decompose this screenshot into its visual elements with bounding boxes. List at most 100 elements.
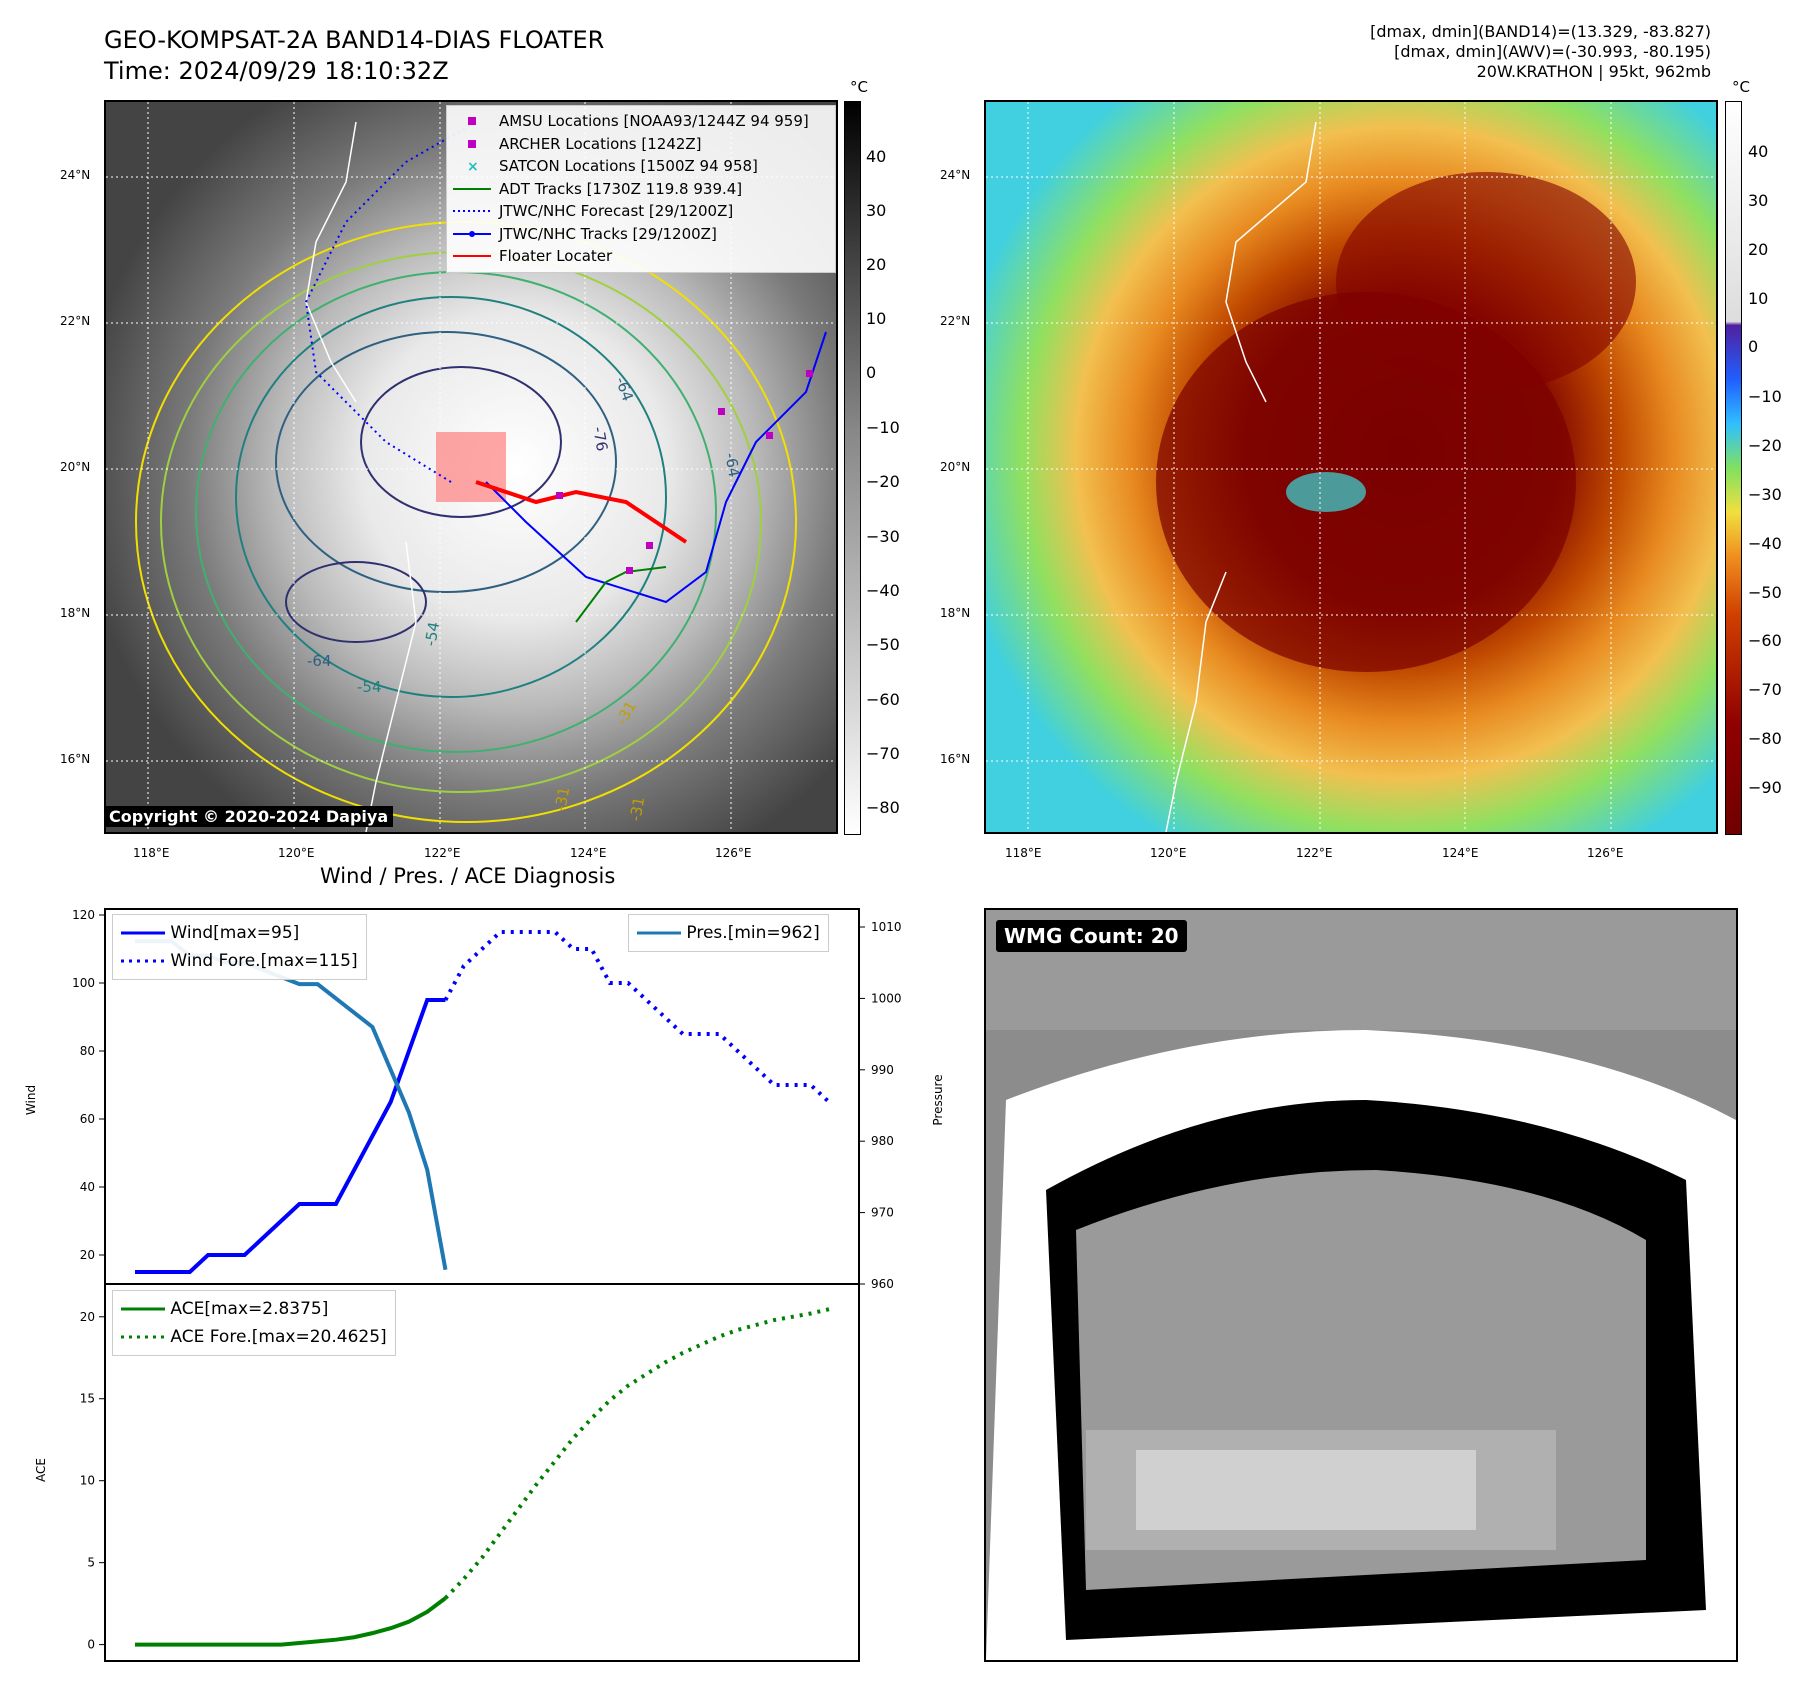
legend-ace-fore: ACE Fore.[max=20.4625]: [121, 1323, 387, 1351]
wind-legend: Wind[max=95] Wind Fore.[max=115]: [112, 914, 367, 980]
pres-990-label: 990: [871, 1063, 894, 1077]
lat-label-20-right: 20°N: [940, 460, 971, 474]
cbl-tick-40: 40: [866, 147, 887, 166]
lat-label-20-left: 20°N: [60, 460, 91, 474]
cbl-tick-m20: −20: [866, 472, 900, 491]
page-title: GEO-KOMPSAT-2A BAND14-DIAS FLOATER: [104, 26, 605, 54]
contour-blue: [275, 331, 617, 593]
lon-label-122-left: 122°E: [424, 846, 461, 860]
legend-tracks-swatch: [453, 227, 491, 241]
wind-axis: 120 100 80 60 40 20: [72, 908, 105, 1262]
legend-tracks: JTWC/NHC Tracks [29/1200Z]: [453, 223, 829, 246]
legend-archer: ARCHER Locations [1242Z]: [453, 133, 829, 156]
lat-label-24-left: 24°N: [60, 168, 91, 182]
color-ir-map-svg: [986, 102, 1716, 832]
pres-ylabel: Pressure: [931, 1074, 945, 1125]
wind-100-label: 100: [72, 976, 95, 990]
cbl-tick-m60: −60: [866, 690, 900, 709]
cbr-tick-m30: −30: [1748, 485, 1782, 504]
legend-satcon-swatch: ×: [453, 159, 491, 175]
legend-wind-swatch: [121, 931, 165, 935]
eye-region: [1286, 472, 1366, 512]
wmg-panel[interactable]: [984, 908, 1738, 1662]
ace-0-label: 0: [87, 1638, 95, 1652]
lon-label-124-right: 124°E: [1442, 846, 1479, 860]
pres-980-label: 980: [871, 1134, 894, 1148]
cbl-tick-m40: −40: [866, 581, 900, 600]
lon-label-122-right: 122°E: [1296, 846, 1333, 860]
ace-axis: 20 15 10 5 0: [80, 1310, 105, 1652]
wind-series-line: [135, 998, 446, 1274]
awv-range: [dmax, dmin](AWV)=(-30.993, -80.195): [1394, 42, 1711, 61]
adt-track: [575, 566, 667, 623]
lon-label-118-left: 118°E: [133, 846, 170, 860]
ace-forecast-series-line: [444, 1307, 830, 1600]
cbl-tick-m80: −80: [866, 798, 900, 817]
cbr-tick-40: 40: [1748, 142, 1769, 161]
cbr-tick-30: 30: [1748, 191, 1769, 210]
ace-20-label: 20: [80, 1310, 95, 1324]
cbr-tick-0: 0: [1748, 337, 1759, 356]
coastline-luzon: [365, 541, 417, 832]
cbr-tick-m10: −10: [1748, 387, 1782, 406]
cbl-tick-m70: −70: [866, 744, 900, 763]
lat-label-22-right: 22°N: [940, 314, 971, 328]
wmg-svg: [986, 910, 1736, 1660]
contour-navy-2: [285, 561, 427, 643]
lon-label-124-left: 124°E: [570, 846, 607, 860]
ace-15-label: 15: [80, 1392, 95, 1406]
jtwc-track: [485, 331, 827, 604]
lon-label-120-right: 120°E: [1150, 846, 1187, 860]
ace-10-label: 10: [80, 1474, 95, 1488]
color-map-gridlines: [986, 102, 1716, 832]
lon-label-126-right: 126°E: [1587, 846, 1624, 860]
legend-archer-swatch: [453, 137, 491, 151]
ace-ylabel: ACE: [34, 1458, 48, 1482]
cbr-tick-m80: −80: [1748, 729, 1782, 748]
cbr-tick-m50: −50: [1748, 583, 1782, 602]
legend-wind-fore-swatch: [121, 959, 165, 963]
colorbar-right: [1725, 101, 1742, 835]
wind-40-label: 40: [80, 1180, 95, 1194]
lat-label-22-left: 22°N: [60, 314, 91, 328]
lat-label-16-left: 16°N: [60, 752, 91, 766]
wind-80-label: 80: [80, 1044, 95, 1058]
cbr-tick-m20: −20: [1748, 436, 1782, 455]
legend-amsu: AMSU Locations [NOAA93/1244Z 94 959]: [453, 110, 829, 133]
cbl-tick-30: 30: [866, 201, 887, 220]
legend-floater: Floater Locater: [453, 245, 829, 268]
wmg-core-light: [1136, 1450, 1476, 1530]
colorbar-left-unit: °C: [850, 78, 868, 96]
contour-teal: [235, 296, 667, 698]
pres-970-label: 970: [871, 1206, 894, 1220]
cbl-tick-m10: −10: [866, 418, 900, 437]
wind-ylabel: Wind: [24, 1085, 38, 1115]
contour-label-5: -64: [307, 652, 332, 670]
storm-info: [dmax, dmin](BAND14)=(13.329, -83.827) […: [1370, 22, 1711, 82]
cbl-tick-m30: −30: [866, 527, 900, 546]
diagnosis-title: Wind / Pres. / ACE Diagnosis: [320, 864, 616, 888]
legend-satcon: × SATCON Locations [1500Z 94 958]: [453, 155, 829, 178]
band14-range: [dmax, dmin](BAND14)=(13.329, -83.827): [1370, 22, 1711, 41]
lon-label-120-left: 120°E: [278, 846, 315, 860]
coastline-taiwan: [305, 121, 357, 403]
ace-5-label: 5: [87, 1556, 95, 1570]
contour-label-6: -54: [357, 678, 382, 696]
lon-label-126-left: 126°E: [715, 846, 752, 860]
legend-pres-swatch: [637, 931, 681, 935]
legend-pres: Pres.[min=962]: [637, 919, 820, 947]
contour-navy: [360, 366, 562, 518]
ace-series-line: [135, 1596, 447, 1647]
legend-floater-swatch: [453, 249, 491, 263]
cold-cloud-north: [1336, 172, 1636, 392]
legend-adt: ADT Tracks [1730Z 119.8 939.4]: [453, 178, 829, 201]
color-ir-map-panel[interactable]: [984, 100, 1718, 834]
storm-id: 20W.KRATHON | 95kt, 962mb: [1476, 62, 1711, 81]
legend-ace-fore-swatch: [121, 1335, 165, 1339]
legend-forecast: JTWC/NHC Forecast [29/1200Z]: [453, 200, 829, 223]
color-coastline-luzon: [1165, 571, 1227, 832]
cbr-tick-20: 20: [1748, 240, 1769, 259]
lat-label-18-right: 18°N: [940, 606, 971, 620]
lat-label-24-right: 24°N: [940, 168, 971, 182]
